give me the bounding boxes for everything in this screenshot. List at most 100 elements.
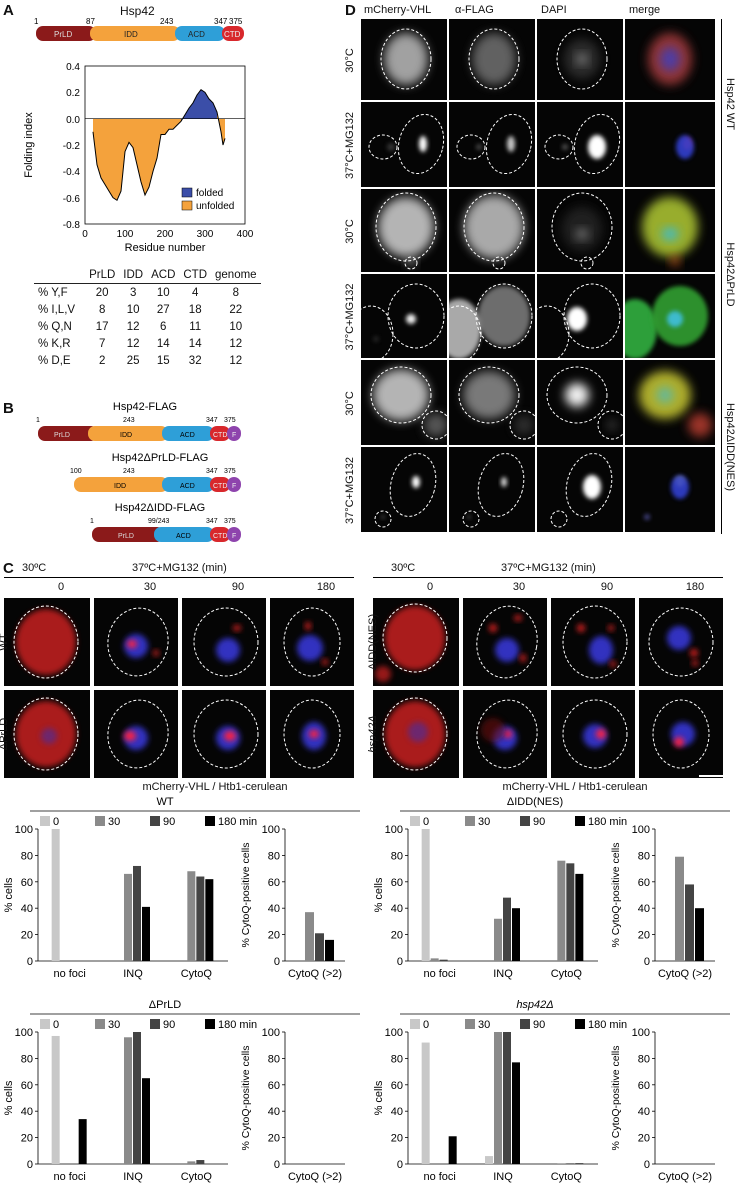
micrograph: [639, 690, 723, 778]
folding-index-plot: 0.4 0.2 0.0 -0.2 -0.4 -0.6 -0.8 0 100 20…: [23, 62, 254, 254]
y-tick-label: 20: [268, 930, 280, 942]
svg-text:243: 243: [123, 468, 135, 475]
group-label: Hsp42 WT: [721, 19, 737, 189]
cell-outline: [193, 699, 259, 769]
fold-ytick: -0.2: [63, 141, 81, 152]
acd-label: ACD: [188, 30, 205, 39]
fluorescence-signal: [577, 624, 585, 632]
micrograph: [182, 598, 266, 686]
y-tick-label: 40: [391, 903, 403, 915]
fluorescence-signal: [385, 606, 445, 670]
y-tick-label: 0: [397, 956, 403, 968]
panel-d-label: D: [345, 2, 356, 19]
y-axis-label: % CytoQ-positive cells: [610, 1045, 622, 1150]
y-tick-label: 100: [15, 1027, 33, 1039]
y-tick-label: 0: [274, 1159, 280, 1171]
bar: [205, 879, 214, 961]
fold-area-segment: [157, 118, 161, 159]
micrograph: [449, 189, 535, 272]
svg-text:IDD: IDD: [114, 483, 126, 490]
legend-swatch: [150, 816, 160, 826]
fold-xlabel: Residue number: [125, 242, 206, 254]
x-category-label: INQ: [493, 968, 513, 980]
bar: [575, 1163, 584, 1164]
fluorescence-signal: [514, 415, 534, 435]
x-category-label: no foci: [53, 968, 85, 980]
micrograph: [361, 447, 447, 532]
bar: [51, 1035, 60, 1164]
fluorescence-signal: [608, 625, 614, 631]
table-header: ACD: [147, 266, 180, 284]
y-tick-label: 100: [385, 1027, 403, 1039]
micrograph: [625, 102, 715, 187]
fluorescence-signal: [507, 136, 515, 152]
cell-outline: [580, 256, 594, 270]
table-row: % Q,N 17 12 6 11 10: [38, 320, 243, 333]
construct-title: Hsp42-FLAG: [113, 401, 177, 413]
y-tick-label: 60: [268, 877, 280, 889]
y-tick-label: 40: [21, 903, 33, 915]
hsp42-domain-map: 1 87 243 347 375 PrLD IDD ACD CTD: [34, 17, 244, 41]
c-header-rule: [4, 577, 354, 578]
micrograph: [625, 19, 715, 100]
fluorescence-signal: [674, 737, 684, 747]
svg-text:ACD: ACD: [180, 483, 195, 490]
micrograph: [449, 360, 535, 445]
cell-outline: [477, 453, 525, 517]
cell-outline: [368, 134, 398, 160]
boundary-label: 243: [160, 17, 174, 26]
fold-ytick: -0.4: [63, 167, 81, 178]
legend-folded: folded: [196, 188, 223, 199]
y-tick-label: 100: [262, 1027, 280, 1039]
fluorescence-signal: [562, 144, 568, 150]
fluorescence-signal: [478, 286, 530, 346]
d-col-label: α-FLAG: [455, 4, 494, 16]
c-time-label: 180: [685, 581, 705, 593]
legend-swatch: [205, 816, 215, 826]
y-tick-label: 20: [638, 1133, 650, 1145]
cell-outline: [551, 192, 613, 262]
legend-swatch: [40, 816, 50, 826]
cell-outline: [107, 699, 169, 769]
fluorescence-signal: [690, 649, 698, 657]
legend-label: 0: [53, 816, 59, 828]
fold-area-segment: [121, 118, 125, 192]
cell-outline: [13, 605, 79, 679]
y-axis-label: % CytoQ-positive cells: [240, 842, 252, 947]
bar: [503, 897, 511, 961]
x-category-label: CytoQ (>2): [658, 1171, 712, 1183]
fluorescence-signal: [375, 666, 391, 682]
cell-outline: [375, 192, 437, 262]
svg-text:CTD: CTD: [213, 483, 227, 490]
x-category-label: INQ: [123, 968, 143, 980]
micrograph: [361, 274, 447, 358]
fluorescence-signal: [384, 33, 428, 85]
legend-label: 90: [163, 1019, 175, 1031]
fold-area-segment: [145, 118, 149, 196]
y-tick-label: 80: [391, 850, 403, 862]
fold-area-segment: [105, 118, 109, 192]
condition-label: 37°C+MG132: [344, 456, 356, 525]
legend-label: 180 min: [218, 1019, 257, 1031]
cell-outline: [374, 510, 392, 528]
panel-d-image-grid: [361, 19, 720, 544]
fold-xtick: 100: [117, 229, 134, 240]
cell-outline: [565, 453, 613, 517]
boundary-label: 347: [214, 17, 228, 26]
fold-area-segment: [97, 118, 101, 178]
y-tick-label: 40: [638, 1106, 650, 1118]
y-axis-label: % cells: [373, 877, 385, 912]
acd-domain: [175, 26, 225, 41]
micrograph: [449, 19, 535, 100]
cell-outline: [13, 697, 79, 771]
micrograph: [361, 102, 447, 187]
fold-area-segment: [185, 108, 189, 119]
fluorescence-signal: [322, 659, 328, 665]
fluorescence-signal: [667, 311, 683, 327]
bar: [557, 1163, 566, 1164]
c-row-label: ΔPrLD: [0, 717, 10, 751]
cell-outline: [546, 366, 608, 424]
fluorescence-signal: [419, 136, 427, 152]
panel-d-group-labels: Hsp42 WT Hsp42ΔPrLD Hsp42ΔIDD(NES): [721, 19, 737, 544]
legend-label: 180 min: [588, 816, 627, 828]
